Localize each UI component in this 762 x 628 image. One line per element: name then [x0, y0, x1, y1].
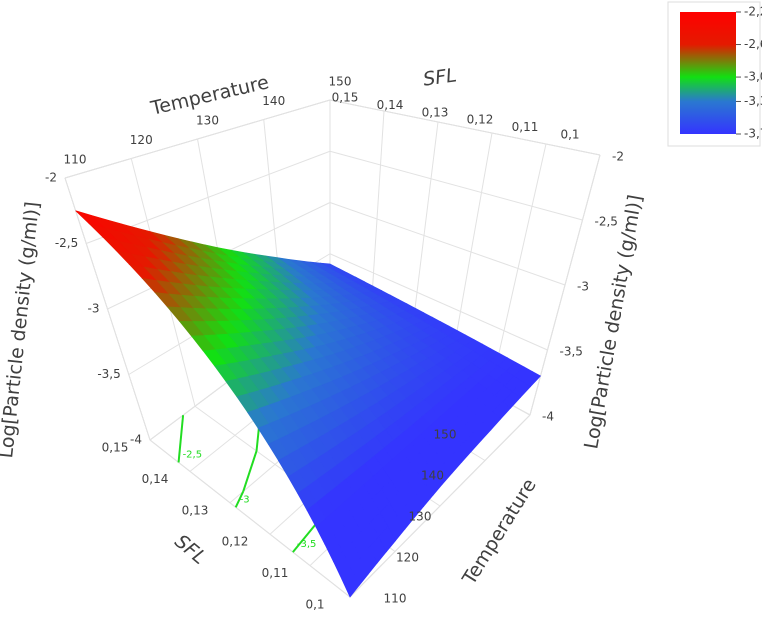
x-tick-label: 110: [384, 592, 407, 606]
z-tick-label: -2: [45, 171, 57, 185]
colorbar-tick-label: -2,2: [744, 5, 762, 19]
x-tick-label: 110: [64, 153, 87, 167]
z-tick-label: -3: [88, 302, 100, 316]
grid-line: [329, 202, 566, 286]
grid-line: [329, 99, 601, 156]
grid-line: [329, 150, 583, 221]
x-tick-label: 140: [262, 94, 285, 108]
y-tick-label: 0,1: [560, 128, 579, 142]
colorbar: -2,2 -2,6 -3,0 -3,3 -3,7: [680, 5, 762, 141]
z-tick-label: -3,5: [560, 345, 583, 359]
grid-line: [149, 439, 351, 598]
y-tick-label: 0,14: [142, 472, 169, 486]
y-tick-label: 0,15: [332, 91, 359, 105]
y-tick-label: 0,15: [102, 441, 129, 455]
x-tick-label: 130: [409, 510, 432, 524]
colorbar-frame: [667, 1, 761, 147]
y-tick-label: 0,11: [262, 566, 289, 580]
y-tick-label: 0,13: [182, 503, 209, 517]
colorbar-tick-label: -2,6: [744, 37, 762, 51]
z-tick-label: -4: [130, 433, 142, 447]
tick-labels: 110 110 120 120 130 130 140 140 150 150 0,1 0,1 0,11…: [45, 75, 624, 612]
z-tick-label: -2: [612, 150, 624, 164]
contour-label: -3,5: [297, 539, 317, 550]
grid-line: [329, 253, 548, 351]
x-tick-label: 140: [421, 469, 444, 483]
y-tick-label: 0,13: [422, 105, 449, 119]
colorbar-tick-label: -3,3: [744, 94, 762, 108]
contour-line: [234, 491, 245, 508]
z-tick-label: -2,5: [595, 215, 618, 229]
surface: [75, 210, 542, 598]
y-axis-title: SFL: [422, 64, 458, 90]
z-tick-label: -3,5: [97, 367, 120, 381]
x-tick-label: 130: [196, 114, 219, 128]
x-tick-label: 150: [329, 75, 352, 89]
colorbar-gradient: [680, 12, 736, 134]
contour-label: -3: [240, 494, 250, 505]
y-tick-label: 0,12: [222, 535, 249, 549]
x-tick-label: 120: [396, 551, 419, 565]
surface-patch: [341, 567, 360, 598]
y-tick-label: 0,11: [512, 120, 539, 134]
colorbar-tick-label: -3,7: [744, 127, 762, 141]
contour-line: [242, 450, 258, 492]
x-tick-label: 120: [130, 133, 153, 147]
colorbar-tick-label: -3,0: [744, 70, 762, 84]
grid-line: [349, 414, 531, 598]
contour-line: [177, 415, 185, 463]
grid-line: [64, 99, 331, 179]
x-tick-label: 150: [434, 428, 457, 442]
contour-label: -2,5: [183, 449, 203, 460]
z-tick-label: -4: [542, 410, 554, 424]
z-tick-label: -3: [577, 280, 589, 294]
y-tick-label: 0,12: [467, 113, 494, 127]
y-tick-label: 0,1: [305, 598, 324, 612]
z-tick-label: -2,5: [55, 236, 78, 250]
y-tick-label: 0,14: [377, 98, 404, 112]
